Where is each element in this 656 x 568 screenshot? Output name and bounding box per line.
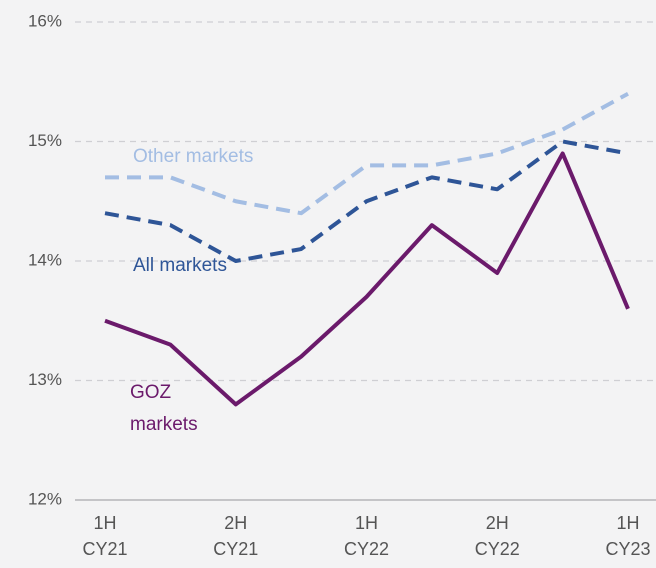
series-line — [104, 151, 630, 407]
y-tick-label: 15% — [28, 131, 62, 150]
series-label: Other markets — [133, 146, 254, 167]
x-tick-label: 1H CY22 — [343, 513, 390, 559]
series-label: GOZ markets — [130, 382, 198, 435]
x-tick-label: 1H CY21 — [82, 513, 128, 559]
y-tick-label: 12% — [28, 489, 62, 508]
y-tick-label: 13% — [28, 370, 62, 389]
x-tick-label: 2H CY21 — [213, 513, 259, 559]
series-line — [104, 139, 629, 263]
x-tick-label: 2H CY22 — [474, 513, 520, 559]
series-label: All markets — [133, 255, 227, 276]
y-tick-label: 14% — [28, 250, 62, 269]
y-tick-label: 16% — [28, 11, 62, 30]
x-tick-label: 1H CY23 — [605, 513, 651, 559]
series-line — [105, 91, 629, 216]
